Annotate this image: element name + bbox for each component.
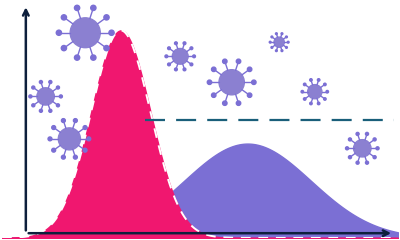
Ellipse shape	[74, 5, 80, 11]
Ellipse shape	[62, 119, 65, 122]
Ellipse shape	[269, 41, 271, 43]
Ellipse shape	[83, 148, 87, 152]
Ellipse shape	[104, 15, 109, 20]
Ellipse shape	[168, 47, 170, 50]
Ellipse shape	[271, 47, 273, 48]
Ellipse shape	[207, 80, 212, 84]
Ellipse shape	[74, 55, 80, 60]
Ellipse shape	[91, 55, 96, 60]
Ellipse shape	[183, 42, 186, 45]
Ellipse shape	[276, 50, 277, 52]
Ellipse shape	[348, 138, 352, 141]
Ellipse shape	[59, 95, 62, 98]
Ellipse shape	[356, 161, 359, 164]
Ellipse shape	[373, 138, 376, 141]
Ellipse shape	[223, 59, 227, 64]
Ellipse shape	[310, 102, 312, 105]
Ellipse shape	[373, 156, 376, 159]
Ellipse shape	[247, 67, 252, 72]
Ellipse shape	[39, 109, 42, 112]
Ellipse shape	[104, 46, 109, 51]
Ellipse shape	[37, 88, 54, 105]
Ellipse shape	[317, 102, 320, 105]
Ellipse shape	[317, 79, 320, 81]
Ellipse shape	[190, 47, 193, 50]
Ellipse shape	[281, 33, 283, 35]
Ellipse shape	[324, 98, 326, 100]
Ellipse shape	[212, 67, 216, 72]
Ellipse shape	[308, 85, 322, 99]
Ellipse shape	[70, 18, 100, 48]
Ellipse shape	[366, 161, 368, 164]
Ellipse shape	[287, 41, 289, 43]
Ellipse shape	[252, 80, 256, 84]
Ellipse shape	[49, 109, 52, 112]
Ellipse shape	[29, 95, 32, 98]
Ellipse shape	[193, 55, 196, 58]
Ellipse shape	[61, 15, 66, 20]
Ellipse shape	[354, 140, 371, 157]
Ellipse shape	[348, 156, 352, 159]
Ellipse shape	[174, 68, 177, 71]
Ellipse shape	[61, 46, 66, 51]
Ellipse shape	[219, 70, 244, 95]
Ellipse shape	[52, 148, 56, 152]
Ellipse shape	[236, 59, 241, 64]
Ellipse shape	[356, 132, 359, 135]
Ellipse shape	[172, 48, 188, 64]
Ellipse shape	[109, 30, 114, 35]
Ellipse shape	[183, 68, 186, 71]
Ellipse shape	[212, 93, 216, 97]
Ellipse shape	[58, 128, 80, 150]
Ellipse shape	[87, 137, 91, 141]
Ellipse shape	[74, 155, 77, 159]
Ellipse shape	[324, 83, 326, 86]
Ellipse shape	[56, 30, 62, 35]
Ellipse shape	[346, 147, 348, 150]
Ellipse shape	[304, 98, 306, 100]
Ellipse shape	[32, 86, 35, 89]
Ellipse shape	[39, 80, 42, 84]
Ellipse shape	[286, 36, 287, 38]
Ellipse shape	[366, 132, 368, 135]
Ellipse shape	[165, 55, 168, 58]
Ellipse shape	[190, 63, 193, 66]
Ellipse shape	[62, 155, 65, 159]
Ellipse shape	[286, 47, 287, 48]
Ellipse shape	[223, 101, 227, 105]
Ellipse shape	[304, 83, 306, 86]
Ellipse shape	[310, 79, 312, 81]
Ellipse shape	[52, 126, 56, 129]
Ellipse shape	[376, 147, 379, 150]
Ellipse shape	[174, 42, 177, 45]
Ellipse shape	[83, 126, 87, 129]
Ellipse shape	[274, 37, 284, 47]
Ellipse shape	[56, 86, 60, 89]
Ellipse shape	[168, 63, 170, 66]
Ellipse shape	[91, 5, 96, 11]
Ellipse shape	[56, 104, 60, 107]
Ellipse shape	[271, 36, 273, 38]
Ellipse shape	[74, 119, 77, 122]
Ellipse shape	[326, 90, 328, 93]
Ellipse shape	[48, 137, 52, 141]
Ellipse shape	[236, 101, 241, 105]
Ellipse shape	[281, 50, 283, 52]
Ellipse shape	[247, 93, 252, 97]
Ellipse shape	[301, 90, 304, 93]
Ellipse shape	[32, 104, 35, 107]
Ellipse shape	[276, 33, 277, 35]
Ellipse shape	[49, 80, 52, 84]
